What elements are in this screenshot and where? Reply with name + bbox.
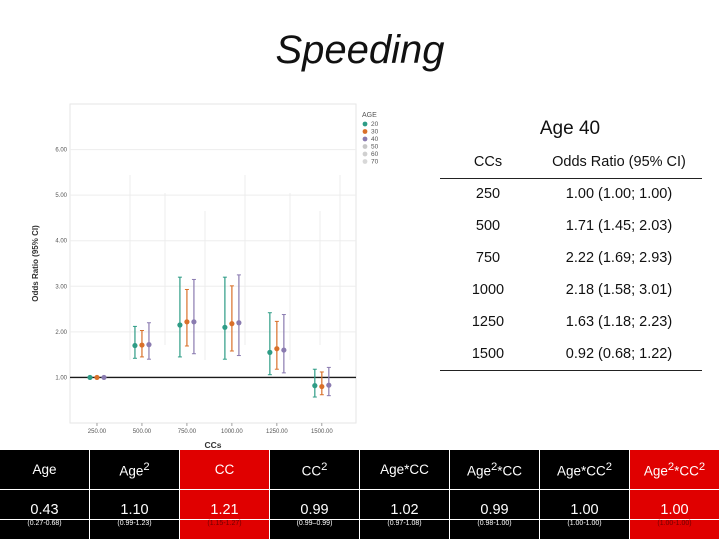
coef-ci: (0.97-1.08) [360, 520, 450, 540]
coefficient-ci-row: (0.27-0.68) (0.99-1.23) (1.15-1.27) (0.9… [0, 520, 720, 540]
table-row: 750 2.22 (1.69; 2.93) [440, 242, 702, 274]
column-header-ccs: CCs [473, 153, 503, 170]
point-age-20 [132, 342, 138, 349]
y-tick-label: 3.00 [55, 284, 67, 290]
table-cell-ccs: 250 [475, 186, 501, 203]
coef-header-cc: CC [180, 450, 270, 490]
table-cell-ccs: 1250 [471, 314, 505, 330]
point-age-30 [319, 383, 325, 390]
y-tick-label: 4.00 [55, 239, 67, 245]
legend-label: 40 [371, 136, 379, 143]
coef-value: 0.99 [450, 490, 540, 520]
point-age-20 [222, 324, 228, 330]
coef-ci: (1.00-1.00) [540, 520, 630, 540]
coef-header-age2-cc: Age2*CC [450, 450, 540, 490]
legend-marker [362, 121, 368, 127]
coef-value: 1.00 [630, 490, 720, 520]
table-cell-ccs: 750 [475, 250, 501, 266]
coef-header-age-cc2: Age*CC2 [540, 450, 630, 490]
point-age-20 [177, 322, 183, 328]
coef-value: 0.99 [270, 490, 360, 520]
table-row: 500 1.71 (1.45; 2.03) [440, 210, 702, 242]
table-cell-odds-ratio: 1.71 (1.45; 2.03) [565, 218, 673, 234]
coef-value: 1.02 [360, 490, 450, 520]
table-cell-odds-ratio: 1.00 (1.00; 1.00) [565, 186, 673, 203]
coef-ci: (0.98-1.00) [450, 520, 540, 540]
y-tick-label: 5.00 [55, 193, 67, 199]
coef-value: 1.10 [90, 490, 180, 520]
point-age-40 [191, 319, 197, 325]
point-age-30 [274, 346, 280, 352]
table-cell-odds-ratio: 2.18 (1.58; 3.01) [565, 282, 673, 298]
table-row: 250 1.00 (1.00; 1.00) [440, 178, 702, 210]
point-age-40 [326, 382, 332, 388]
side-panel-title: Age 40 [539, 118, 601, 139]
table-cell-odds-ratio: 1.63 (1.18; 2.23) [565, 314, 673, 330]
point-age-40 [236, 320, 242, 326]
coef-ci: (1.00-1.00) [630, 520, 720, 540]
coefficient-header-row: Age Age2 CC CC2 Age*CC Age2*CC Age*CC2 A… [0, 450, 720, 490]
point-age-20 [87, 374, 93, 381]
x-tick-label: 750.00 [178, 429, 197, 435]
point-age-30 [184, 319, 190, 325]
y-tick-label: 6.00 [55, 148, 67, 154]
coef-header-age2-cc2: Age2*CC2 [630, 450, 720, 490]
coef-value: 0.43 [0, 490, 90, 520]
point-age-40 [101, 374, 107, 381]
point-age-30 [94, 374, 100, 381]
y-tick-label: 1.00 [55, 375, 67, 381]
point-age-40 [146, 342, 152, 348]
point-age-30 [229, 321, 235, 327]
legend-marker [362, 159, 368, 164]
table-cell-ccs: 1000 [471, 282, 505, 298]
table-row: 1250 1.63 (1.18; 2.23) [440, 306, 702, 338]
legend-label: 30 [371, 129, 379, 136]
column-header-odds-ratio: Odds Ratio (95% CI) [552, 153, 686, 170]
point-age-40 [281, 347, 287, 353]
legend-marker [362, 129, 368, 134]
coefficient-table: Age Age2 CC CC2 Age*CC Age2*CC Age*CC2 A… [0, 450, 720, 540]
y-axis-label: Odds Ratio (95% CI) [31, 225, 40, 302]
x-tick-label: 1000.00 [221, 429, 243, 435]
table-cell-ccs: 500 [475, 218, 501, 234]
point-age-20 [312, 383, 318, 389]
plot-area [69, 103, 357, 424]
point-age-30 [139, 342, 145, 348]
legend-marker [362, 136, 368, 142]
coef-header-cc2: CC2 [270, 450, 360, 490]
legend-label: 70 [371, 159, 379, 166]
x-axis-label: CCs [204, 440, 221, 450]
coef-value: 1.00 [540, 490, 630, 520]
table-cell-ccs: 1500 [471, 345, 505, 362]
coef-value: 1.21 [180, 490, 270, 520]
coef-header-age2: Age2 [90, 450, 180, 490]
slide-title: Speeding [275, 28, 445, 72]
coef-ci: (0.99-1.23) [90, 520, 180, 540]
coef-ci: (0.99–0.99) [270, 520, 360, 540]
coef-ci: (1.15-1.27) [180, 520, 270, 540]
coefficient-value-row: 0.43 1.10 1.21 0.99 1.02 0.99 1.00 1.00 [0, 490, 720, 520]
odds-ratio-table-header: CCs Odds Ratio (95% CI) [440, 146, 702, 178]
x-tick-label: 1500.00 [311, 429, 333, 435]
legend-label: 20 [371, 121, 379, 128]
legend-title: AGE [362, 112, 377, 119]
legend-label: 60 [371, 151, 379, 158]
table-row: 1000 2.18 (1.58; 3.01) [440, 274, 702, 306]
table-row: 1500 0.92 (0.68; 1.22) [440, 338, 702, 370]
coef-header-age-cc: Age*CC [360, 450, 450, 490]
odds-ratio-table: CCs Odds Ratio (95% CI) 250 1.00 (1.00; … [440, 146, 702, 371]
x-tick-label: 1250.00 [266, 429, 288, 435]
coef-header-age: Age [0, 450, 90, 490]
x-tick-label: 250.00 [88, 429, 107, 435]
point-age-20 [267, 349, 273, 355]
coef-ci: (0.27-0.68) [0, 520, 90, 540]
legend-label: 50 [371, 144, 379, 151]
x-tick-label: 500.00 [133, 429, 152, 435]
table-cell-odds-ratio: 0.92 (0.68; 1.22) [565, 345, 673, 362]
legend-marker [362, 144, 368, 149]
table-cell-odds-ratio: 2.22 (1.69; 2.93) [565, 250, 673, 266]
legend-marker [362, 151, 368, 157]
y-tick-label: 2.00 [55, 330, 67, 336]
